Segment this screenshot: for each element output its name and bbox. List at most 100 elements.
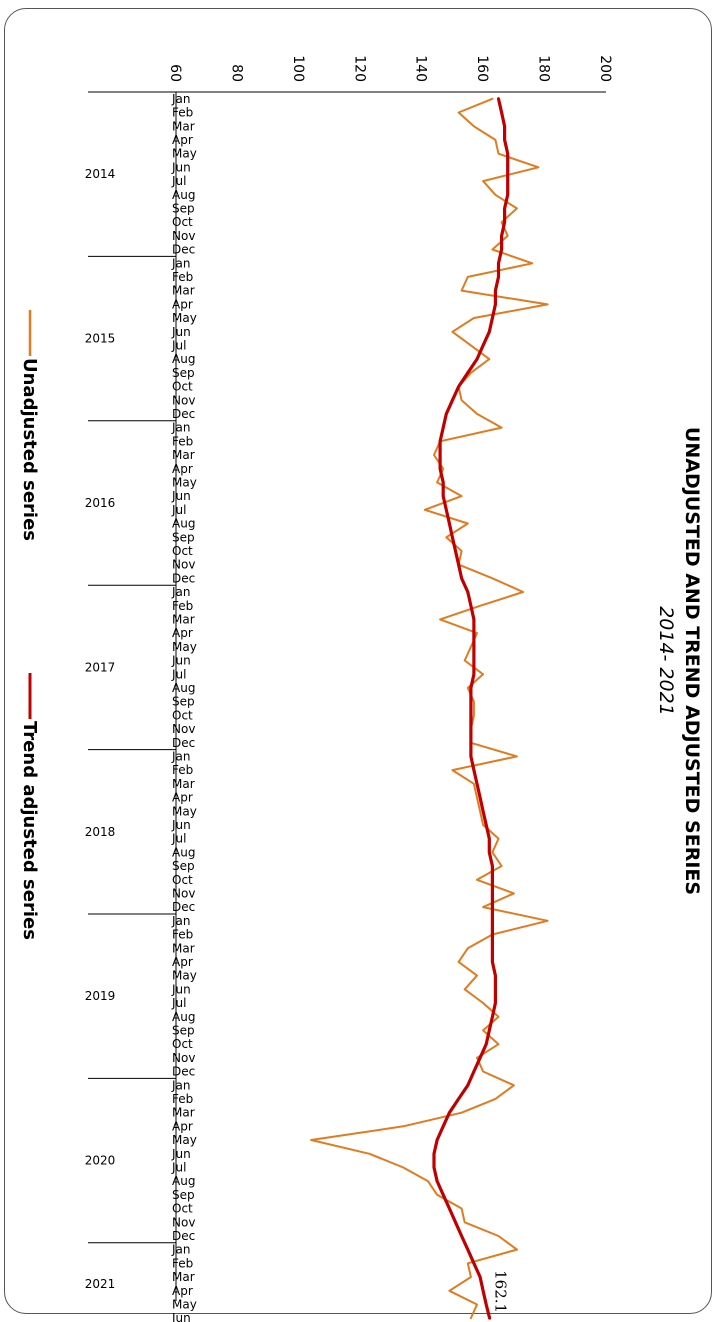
x-month-label: Nov [172, 886, 195, 900]
x-month-label: Apr [172, 133, 193, 147]
x-month-label: Mar [172, 777, 195, 791]
y-tick-label: 60 [167, 64, 183, 82]
end-value-label: 162.1 [492, 1270, 510, 1313]
x-month-label: Mar [172, 1270, 195, 1284]
x-month-label: Jun [171, 160, 191, 174]
y-tick-label: 160 [474, 55, 490, 82]
x-month-label: Nov [172, 1215, 195, 1229]
x-month-label: May [172, 969, 197, 983]
x-month-label: Dec [172, 900, 195, 914]
y-axis-ticks: 60 80 100 120 140 160 180 200 [167, 55, 613, 82]
y-tick-label: 140 [413, 55, 429, 82]
x-year-label: 2015 [85, 332, 116, 346]
x-month-label: May [172, 640, 197, 654]
x-month-label: Oct [172, 215, 193, 229]
x-month-label: Jan [171, 256, 191, 270]
y-tick-label: 120 [351, 55, 367, 82]
chart-frame [4, 8, 712, 1314]
x-month-label: Feb [172, 434, 193, 448]
x-month-label: Jan [171, 749, 191, 763]
x-month-label: Jun [171, 489, 191, 503]
x-month-label: Jan [171, 92, 191, 106]
x-month-label: Oct [172, 1037, 193, 1051]
x-month-label: Aug [172, 845, 195, 859]
x-month-label: Jan [171, 421, 191, 435]
x-month-label: Feb [172, 599, 193, 613]
x-month-label: May [172, 1133, 197, 1147]
x-month-label: May [172, 1297, 197, 1311]
x-month-label: Jan [171, 914, 191, 928]
x-month-label: Nov [172, 229, 195, 243]
x-month-label: Aug [172, 1174, 195, 1188]
x-month-label: Feb [172, 270, 193, 284]
x-month-label: May [172, 804, 197, 818]
x-month-label: Apr [172, 626, 193, 640]
year-separators [88, 91, 176, 1244]
x-month-label: Oct [172, 1202, 193, 1216]
y-tick-label: 200 [597, 55, 613, 82]
x-month-label: Feb [172, 928, 193, 942]
x-month-label: Apr [172, 462, 193, 476]
x-month-label: Jul [171, 503, 186, 517]
x-month-label: Sep [172, 1023, 195, 1037]
x-month-label: Sep [172, 859, 195, 873]
x-month-label: Mar [172, 612, 195, 626]
x-month-label: Oct [172, 544, 193, 558]
x-month-label: Sep [172, 1188, 195, 1202]
x-month-label: Apr [172, 1284, 193, 1298]
x-month-label: Dec [172, 571, 195, 585]
x-month-label: Dec [172, 243, 195, 257]
y-tick-label: 80 [228, 64, 244, 82]
y-tick-label: 100 [290, 55, 306, 82]
x-year-label: 2020 [85, 1154, 116, 1168]
x-month-label: Dec [172, 1065, 195, 1079]
x-month-label: Nov [172, 722, 195, 736]
x-month-label: May [172, 147, 197, 161]
x-month-label: Aug [172, 352, 195, 366]
x-year-label: 2019 [85, 989, 116, 1003]
chart-title: UNADJUSTED AND TREND ADJUSTED SERIES [681, 427, 703, 895]
x-month-label: Jul [171, 996, 186, 1010]
x-month-label: Sep [172, 366, 195, 380]
x-month-label: Mar [172, 119, 195, 133]
x-month-label: Apr [172, 297, 193, 311]
x-month-label: Jul [171, 174, 186, 188]
x-year-label: 2014 [85, 167, 116, 181]
x-month-label: Mar [172, 448, 195, 462]
x-month-label: Jul [171, 338, 186, 352]
x-month-label: Jul [171, 1160, 186, 1174]
x-month-label: Feb [172, 1092, 193, 1106]
x-month-label: Oct [172, 380, 193, 394]
x-month-label: Aug [172, 188, 195, 202]
x-month-label: Jul [171, 832, 186, 846]
x-month-label: Aug [172, 1010, 195, 1024]
x-month-label: Apr [172, 1119, 193, 1133]
x-year-label: 2018 [85, 825, 116, 839]
x-month-label: Jun [171, 1147, 191, 1161]
x-month-label: Jan [171, 1078, 191, 1092]
x-month-label: Nov [172, 1051, 195, 1065]
x-year-label: 2017 [85, 660, 116, 674]
x-month-label: Apr [172, 955, 193, 969]
x-month-label: Apr [172, 791, 193, 805]
plot-area [310, 97, 549, 1320]
unadjusted-series-line [310, 97, 549, 1320]
x-month-label: Jun [171, 818, 191, 832]
x-year-label: 2016 [85, 496, 116, 510]
x-month-label: Dec [172, 736, 195, 750]
x-month-label: Dec [172, 407, 195, 421]
x-month-label: Jun [171, 654, 191, 668]
x-month-label: Nov [172, 558, 195, 572]
x-month-label: Aug [172, 681, 195, 695]
x-axis-year-labels: 2014 2015 2016 2017 2018 2019 2020 2021 [85, 167, 116, 1291]
x-month-label: Jun [171, 325, 191, 339]
x-month-label: Mar [172, 1106, 195, 1120]
trend-series-line [432, 97, 510, 1320]
x-month-label: Dec [172, 1229, 195, 1243]
x-month-label: Jul [171, 667, 186, 681]
x-month-label: Jan [171, 1243, 191, 1257]
x-month-label: Feb [172, 106, 193, 120]
x-month-label: Sep [172, 530, 195, 544]
chart-subtitle: 2014- 2021 [655, 606, 677, 716]
